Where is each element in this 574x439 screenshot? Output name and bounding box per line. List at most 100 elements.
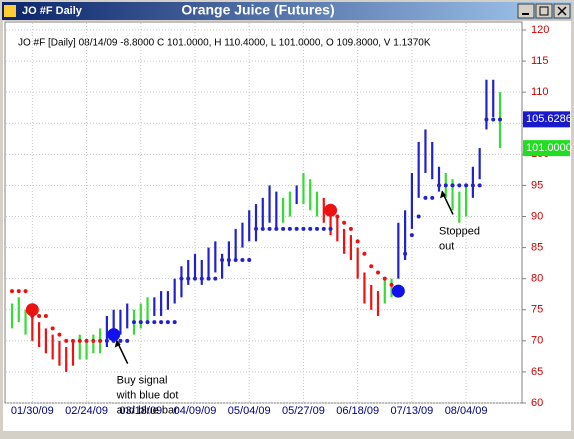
stop-dot bbox=[104, 338, 109, 343]
stop-dot bbox=[199, 276, 204, 281]
x-tick-label: 06/18/09 bbox=[336, 405, 379, 417]
stop-dot bbox=[226, 258, 231, 263]
stop-dot bbox=[498, 117, 502, 122]
y-tick-label: 90 bbox=[531, 210, 543, 222]
arrow-head bbox=[114, 339, 121, 348]
x-tick-label: 07/13/09 bbox=[390, 405, 433, 417]
x-tick-label: 03/18/09 bbox=[119, 405, 162, 417]
stop-dot bbox=[281, 226, 286, 231]
stop-dot bbox=[443, 183, 448, 188]
y-tick-label: 85 bbox=[531, 241, 543, 253]
y-tick-label: 60 bbox=[531, 397, 543, 409]
stop-dot bbox=[138, 320, 143, 325]
annotation-text: Stopped bbox=[439, 225, 480, 237]
stop-dot bbox=[152, 320, 157, 325]
stop-dot bbox=[382, 276, 387, 281]
stop-dot bbox=[409, 233, 414, 238]
chart-title: Orange Juice (Futures) bbox=[181, 2, 334, 18]
y-tick-label: 65 bbox=[531, 366, 543, 378]
x-tick-label: 05/04/09 bbox=[228, 405, 271, 417]
stop-dot bbox=[213, 276, 218, 281]
x-tick-label: 01/30/09 bbox=[11, 405, 54, 417]
price-tag-label: 105.6286 bbox=[526, 113, 572, 125]
x-tick-label: 04/09/09 bbox=[174, 405, 217, 417]
annotation-text: and blue bar bbox=[117, 405, 178, 417]
stop-dot bbox=[125, 338, 130, 343]
window-buttons bbox=[517, 3, 571, 19]
plot-frame bbox=[4, 21, 523, 404]
stop-dot bbox=[328, 226, 333, 231]
stop-dot bbox=[71, 338, 75, 343]
stop-dot bbox=[37, 313, 42, 318]
stop-dot bbox=[233, 258, 238, 263]
stop-dot bbox=[77, 338, 82, 343]
stop-dot bbox=[64, 338, 69, 343]
stop-dot bbox=[165, 320, 170, 325]
stop-dot bbox=[193, 276, 197, 281]
stop-dot bbox=[355, 239, 360, 244]
stop-dot bbox=[159, 320, 164, 325]
stop-dot bbox=[179, 276, 184, 281]
y-tick-label: 110 bbox=[531, 86, 549, 98]
stop-dot bbox=[430, 195, 435, 200]
app-icon bbox=[4, 5, 16, 17]
stop-dot bbox=[186, 276, 191, 281]
stop-dot bbox=[416, 214, 421, 219]
stop-dot bbox=[376, 270, 380, 275]
stop-dot bbox=[389, 282, 394, 287]
signal-dot bbox=[107, 328, 121, 342]
stop-dot bbox=[132, 320, 136, 325]
stop-dot bbox=[43, 313, 48, 318]
annotation-text: Buy signal bbox=[117, 375, 168, 387]
close-icon bbox=[557, 6, 567, 16]
stop-dot bbox=[423, 195, 428, 200]
y-tick-label: 80 bbox=[531, 273, 543, 285]
stop-dot bbox=[457, 183, 462, 188]
annotation-text: out bbox=[439, 240, 454, 252]
stop-dot bbox=[484, 117, 489, 122]
stop-dot bbox=[84, 338, 89, 343]
y-tick-label: 70 bbox=[531, 335, 543, 347]
stop-dot bbox=[220, 258, 225, 263]
quote-info: JO #F [Daily] 08/14/09 -8.8000 C 101.000… bbox=[18, 38, 431, 49]
y-tick-label: 95 bbox=[531, 179, 543, 191]
stop-dot bbox=[274, 226, 279, 231]
stop-dot bbox=[437, 183, 441, 188]
stop-dot bbox=[172, 320, 177, 325]
stop-dot bbox=[342, 220, 347, 225]
stop-dot bbox=[464, 183, 469, 188]
stop-dot bbox=[118, 338, 123, 343]
stop-dot bbox=[470, 183, 475, 188]
stop-dot bbox=[287, 226, 292, 231]
maximize-icon bbox=[539, 6, 549, 16]
signal-dot bbox=[324, 203, 338, 217]
y-tick-label: 120 bbox=[531, 24, 549, 36]
signal-dot bbox=[25, 303, 39, 317]
chart-background bbox=[3, 21, 571, 431]
maximize-button[interactable] bbox=[535, 3, 553, 19]
y-tick-label: 75 bbox=[531, 304, 543, 316]
window-title: JO #F Daily bbox=[22, 5, 83, 17]
stop-dot bbox=[294, 226, 299, 231]
stop-dot bbox=[308, 226, 313, 231]
plot: 606570758085909510010511011512001/30/090… bbox=[6, 23, 572, 417]
x-tick-label: 05/27/09 bbox=[282, 405, 325, 417]
stop-dot bbox=[491, 117, 496, 122]
stop-dot bbox=[321, 226, 326, 231]
stop-dot bbox=[254, 226, 258, 231]
stop-dot bbox=[450, 183, 455, 188]
minimize-button[interactable] bbox=[517, 3, 535, 19]
x-tick-label: 02/24/09 bbox=[65, 405, 108, 417]
annotation-text: with blue dot bbox=[116, 390, 179, 402]
price-tag-label: 101.0000 bbox=[526, 142, 572, 154]
stop-dot bbox=[98, 338, 103, 343]
y-tick-label: 115 bbox=[531, 55, 549, 67]
price-tag bbox=[523, 140, 570, 157]
stop-dot bbox=[260, 226, 265, 231]
stop-dot bbox=[10, 289, 14, 294]
stop-dot bbox=[247, 258, 252, 263]
stop-dot bbox=[91, 338, 96, 343]
title-bar bbox=[2, 2, 572, 20]
